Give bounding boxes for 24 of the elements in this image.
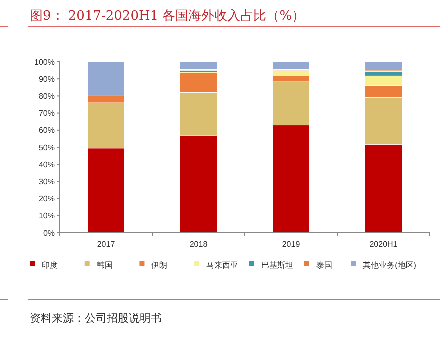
- legend-label: 伊朗: [152, 260, 168, 270]
- y-tick-label: 50%: [38, 143, 55, 152]
- chart-title: 图9： 2017-2020H1 各国海外收入占比（%）: [30, 9, 306, 24]
- x-tick-label: 2020H1: [370, 240, 398, 249]
- legend-label: 印度: [42, 260, 58, 270]
- y-tick-label: 60%: [38, 126, 55, 136]
- legend-label: 马来西亚: [206, 260, 239, 270]
- y-tick-label: 80%: [38, 92, 55, 101]
- y-tick-label: 100%: [34, 58, 55, 67]
- text: 资料来源：公司招股说明书: [30, 312, 162, 325]
- x-tick-label: 2017: [97, 240, 116, 249]
- y-tick-label: 20%: [38, 194, 55, 204]
- legend-label: 巴基斯坦: [261, 260, 294, 270]
- legend-label: 其他业务(地区): [363, 260, 417, 270]
- legend-label: 韩国: [96, 260, 113, 270]
- x-tick-label: 2018: [190, 240, 208, 249]
- x-tick-label: 2019: [282, 240, 301, 249]
- legend-label: 泰国: [316, 260, 332, 270]
- y-tick-label: 30%: [38, 178, 55, 186]
- y-tick-label: 0%: [43, 228, 55, 238]
- y-tick-label: 40%: [38, 160, 55, 170]
- y-tick-label: 10%: [38, 212, 55, 221]
- y-tick-label: 90%: [38, 74, 55, 84]
- y-tick-label: 70%: [38, 109, 55, 118]
